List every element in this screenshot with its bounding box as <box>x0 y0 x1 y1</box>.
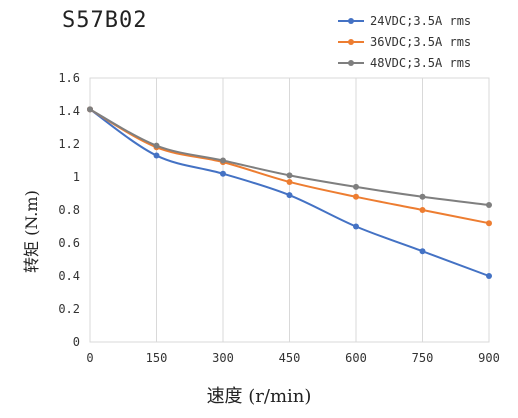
y-tick-label: 0.4 <box>58 269 80 283</box>
chart-title: S57B02 <box>62 8 148 33</box>
y-axis-label: 转矩 (N.m) <box>22 190 41 273</box>
legend-label-24vdc: 24VDC;3.5A rms <box>370 13 472 28</box>
y-axis-label-container: 转矩 (N.m) <box>6 185 46 305</box>
legend-swatch-36vdc <box>338 36 364 48</box>
series-point-1 <box>286 178 293 185</box>
x-tick-label: 150 <box>146 351 168 365</box>
y-tick-label: 1 <box>73 170 80 184</box>
series-point-2 <box>353 183 359 190</box>
legend-swatch-24vdc <box>338 15 364 27</box>
legend-item-36vdc: 36VDC;3.5A rms <box>338 31 471 52</box>
series-point-2 <box>87 106 93 113</box>
legend-label-36vdc: 36VDC;3.5A rms <box>370 34 472 49</box>
series-point-0 <box>286 192 293 199</box>
series-point-0 <box>220 170 226 177</box>
y-tick-label: 0.8 <box>58 203 80 217</box>
series-point-2 <box>286 172 293 179</box>
series-point-2 <box>486 202 492 209</box>
y-tick-label: 0.2 <box>58 302 80 316</box>
x-tick-label: 750 <box>412 351 434 365</box>
series-point-0 <box>353 223 359 230</box>
legend-label-48vdc: 48VDC;3.5A rms <box>370 55 472 70</box>
y-tick-label: 0.6 <box>58 236 80 250</box>
x-tick-label: 0 <box>86 351 93 365</box>
x-axis-label: 速度 (r/min) <box>206 386 312 407</box>
y-tick-label: 0 <box>73 335 80 349</box>
series-point-2 <box>419 193 426 200</box>
series-point-0 <box>153 152 160 159</box>
x-tick-label: 600 <box>345 351 367 365</box>
x-tick-label: 900 <box>478 351 500 365</box>
series-point-0 <box>419 248 426 255</box>
y-tick-label: 1.2 <box>58 137 80 151</box>
series-point-1 <box>353 193 359 200</box>
legend-swatch-48vdc <box>338 57 364 69</box>
x-tick-label: 300 <box>212 351 234 365</box>
series-point-1 <box>419 207 426 213</box>
series-point-0 <box>486 273 492 279</box>
legend-item-48vdc: 48VDC;3.5A rms <box>338 52 471 73</box>
legend-item-24vdc: 24VDC;3.5A rms <box>338 10 471 31</box>
series-point-1 <box>486 220 492 227</box>
series-point-2 <box>153 142 160 149</box>
y-tick-label: 1.4 <box>58 104 80 118</box>
y-tick-label: 1.6 <box>58 71 80 85</box>
legend: 24VDC;3.5A rms 36VDC;3.5A rms 48VDC;3.5A… <box>338 10 471 73</box>
series-point-2 <box>220 157 226 164</box>
x-tick-label: 450 <box>279 351 301 365</box>
